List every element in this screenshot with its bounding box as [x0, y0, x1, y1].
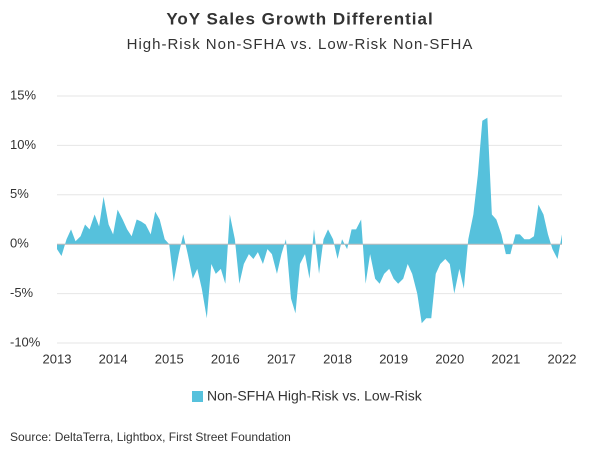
x-tick-label: 2020	[435, 351, 464, 366]
x-tick-label: 2019	[379, 351, 408, 366]
area	[57, 117, 562, 324]
chart-subtitle: High-Risk Non-SFHA vs. Low-Risk Non-SFHA	[127, 36, 474, 53]
x-tick-label: 2017	[267, 351, 296, 366]
legend-swatch	[192, 391, 203, 402]
chart-title: YoY Sales Growth Differential	[166, 9, 433, 28]
y-tick-label: 10%	[10, 137, 36, 152]
y-tick-label: -10%	[10, 334, 41, 349]
y-tick-label: 5%	[10, 186, 29, 201]
x-tick-label: 2018	[323, 351, 352, 366]
x-tick-label: 2016	[211, 351, 240, 366]
x-tick-label: 2021	[491, 351, 520, 366]
source-note: Source: DeltaTerra, Lightbox, First Stre…	[10, 430, 291, 444]
x-tick-label: 2014	[99, 351, 128, 366]
x-tick-label: 2022	[548, 351, 577, 366]
x-tick-label: 2015	[155, 351, 184, 366]
x-tick-label: 2013	[43, 351, 72, 366]
y-tick-label: -5%	[10, 285, 34, 300]
y-tick-label: 15%	[10, 87, 36, 102]
legend-label: Non-SFHA High-Risk vs. Low-Risk	[207, 388, 423, 404]
y-tick-label: 0%	[10, 236, 29, 251]
